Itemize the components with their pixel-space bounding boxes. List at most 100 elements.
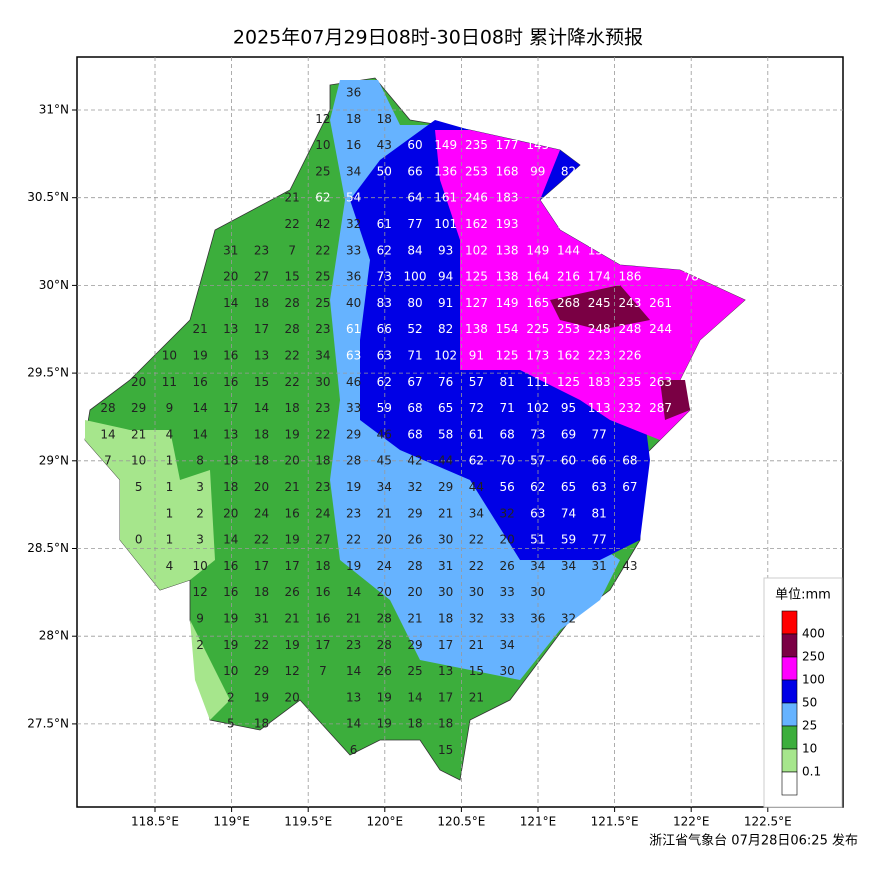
rain-value: 149 — [434, 138, 457, 152]
legend-box — [763, 577, 843, 808]
rain-value: 168 — [496, 164, 519, 178]
rain-value: 174 — [588, 270, 611, 284]
rain-value: 19 — [377, 690, 392, 704]
rain-value: 28 — [285, 322, 300, 336]
rain-value: 42 — [407, 454, 422, 468]
rain-value: 1 — [166, 480, 174, 494]
rain-value: 17 — [438, 638, 453, 652]
rain-value: 243 — [618, 296, 641, 310]
rain-value: 19 — [285, 638, 300, 652]
rain-value: 33 — [346, 401, 361, 415]
rain-value: 16 — [223, 375, 238, 389]
rain-value: 14 — [223, 533, 238, 547]
rain-value: 64 — [407, 191, 422, 205]
rain-value: 66 — [377, 322, 392, 336]
rain-value: 22 — [254, 638, 269, 652]
rain-value: 10 — [315, 138, 330, 152]
legend-swatch — [781, 748, 798, 773]
rain-value: 287 — [649, 401, 672, 415]
legend-label: 400 — [802, 627, 825, 641]
rain-value: 20 — [499, 533, 514, 547]
rain-value: 2 — [227, 690, 235, 704]
rain-value: 16 — [315, 612, 330, 626]
rain-value: 62 — [377, 375, 392, 389]
rain-value: 14 — [192, 401, 207, 415]
rain-value: 26 — [377, 664, 392, 678]
rain-value: 34 — [377, 480, 392, 494]
rain-value: 2 — [196, 638, 204, 652]
rain-value: 46 — [377, 427, 392, 441]
x-label: 118.5°E — [131, 815, 179, 829]
rain-value: 81 — [592, 506, 607, 520]
y-label: 30.5°N — [27, 190, 69, 204]
rain-value: 268 — [557, 296, 580, 310]
rain-value: 76 — [438, 375, 453, 389]
rain-value: 18 — [254, 454, 269, 468]
rain-value: 23 — [346, 638, 361, 652]
rain-value: 16 — [223, 349, 238, 363]
rain-value: 102 — [434, 349, 457, 363]
rain-value: 20 — [131, 375, 146, 389]
legend-swatch — [781, 633, 798, 658]
rain-value: 15 — [469, 664, 484, 678]
legend-label: 250 — [802, 650, 825, 664]
rain-value: 34 — [561, 559, 576, 573]
rain-value: 28 — [285, 296, 300, 310]
rain-value: 20 — [223, 506, 238, 520]
footer: 浙江省气象台 07月28日06:25 发布 — [649, 833, 858, 849]
rain-value: 52 — [407, 322, 422, 336]
rain-value: 10 — [131, 454, 146, 468]
rain-value: 18 — [254, 427, 269, 441]
rain-value: 102 — [465, 243, 488, 257]
x-label: 119°E — [213, 815, 250, 829]
rain-value: 42 — [315, 217, 330, 231]
legend: 单位:mm 400 250 100 50 25 10 0.1 — [763, 577, 843, 808]
rain-value: 18 — [315, 559, 330, 573]
y-label: 30°N — [39, 278, 69, 292]
rain-value: 22 — [285, 375, 300, 389]
rain-value: 17 — [223, 401, 238, 415]
maroon-area — [660, 380, 690, 420]
rain-value: 30 — [530, 585, 545, 599]
rain-value: 43 — [622, 559, 637, 573]
rain-value: 43 — [377, 138, 392, 152]
rain-value: 24 — [377, 559, 392, 573]
rain-value: 29 — [407, 506, 422, 520]
rain-value: 4 — [166, 559, 174, 573]
rain-value: 19 — [285, 533, 300, 547]
rain-value: 7 — [319, 664, 327, 678]
rain-value: 18 — [377, 112, 392, 126]
rain-value: 18 — [346, 112, 361, 126]
rain-value: 12 — [315, 112, 330, 126]
rain-value: 45 — [377, 454, 392, 468]
rain-value: 13 — [254, 349, 269, 363]
rain-value: 31 — [592, 559, 607, 573]
rain-value: 13 — [223, 427, 238, 441]
rain-value: 1 — [166, 506, 174, 520]
rain-value: 28 — [377, 612, 392, 626]
rain-value: 28 — [346, 454, 361, 468]
rain-value: 13 — [438, 664, 453, 678]
rain-value: 18 — [438, 612, 453, 626]
rain-value: 95 — [561, 401, 576, 415]
rain-value: 21 — [285, 612, 300, 626]
rain-value: 245 — [588, 296, 611, 310]
rain-value: 28 — [377, 638, 392, 652]
rain-value: 11 — [162, 375, 177, 389]
rain-value: 100 — [404, 270, 427, 284]
rain-value: 27 — [254, 270, 269, 284]
rain-value: 57 — [469, 375, 484, 389]
rain-value: 125 — [557, 375, 580, 389]
rain-value: 12 — [285, 664, 300, 678]
rain-value: 20 — [223, 270, 238, 284]
rain-value: 10 — [192, 559, 207, 573]
rain-value: 136 — [434, 164, 457, 178]
x-label: 120.5°E — [437, 815, 485, 829]
rain-value: 15 — [285, 270, 300, 284]
x-label: 119.5°E — [284, 815, 332, 829]
rain-value: 32 — [407, 480, 422, 494]
rain-value: 25 — [315, 296, 330, 310]
rain-value: 127 — [465, 296, 488, 310]
rain-value: 44 — [469, 480, 484, 494]
